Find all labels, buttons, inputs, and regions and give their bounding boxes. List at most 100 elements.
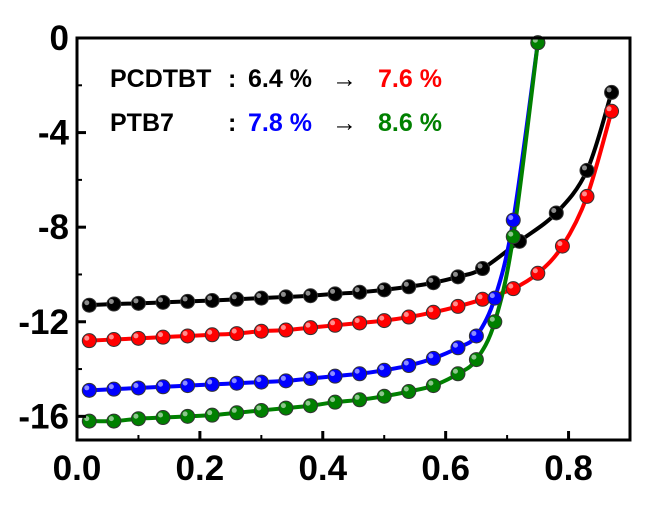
series-0-point-18-highlight bbox=[551, 207, 557, 213]
series-1-point-7 bbox=[253, 323, 269, 339]
series-0-point-12-highlight bbox=[379, 284, 385, 290]
series-0-point-0 bbox=[81, 297, 97, 313]
series-0-point-11 bbox=[352, 284, 368, 300]
y-tick-label-0: 0 bbox=[50, 19, 69, 58]
series-1-point-10 bbox=[327, 317, 343, 333]
series-1-point-21 bbox=[604, 103, 620, 119]
series-1-point-13-highlight bbox=[403, 312, 409, 318]
series-2-point-14 bbox=[425, 350, 441, 366]
series-0-point-19 bbox=[579, 162, 595, 178]
series-1-point-15-highlight bbox=[452, 301, 458, 307]
series-1-point-11-highlight bbox=[354, 317, 360, 323]
y-tick-label-4: -16 bbox=[18, 397, 69, 436]
series-1-point-19 bbox=[554, 238, 570, 254]
series-2-point-3-highlight bbox=[158, 381, 164, 387]
series-1-point-8 bbox=[278, 322, 294, 338]
series-3-point-4 bbox=[180, 408, 196, 424]
series-2-point-10 bbox=[327, 368, 343, 384]
y-tick-label-3: -12 bbox=[18, 303, 69, 342]
series-1-point-1-highlight bbox=[108, 334, 114, 340]
x-tick-label-4: 0.8 bbox=[544, 449, 593, 488]
series-1-point-12-highlight bbox=[379, 315, 385, 321]
series-1-point-8-highlight bbox=[280, 325, 286, 331]
series-1-point-9-highlight bbox=[305, 322, 311, 328]
series-2-point-11-highlight bbox=[354, 368, 360, 374]
series-3-point-8-highlight bbox=[280, 403, 286, 409]
series-0-point-6-highlight bbox=[231, 294, 237, 300]
series-0-point-8 bbox=[278, 289, 294, 305]
series-3-point-18-highlight bbox=[508, 231, 514, 237]
series-1-point-11 bbox=[352, 315, 368, 331]
series-0-point-20 bbox=[604, 84, 620, 100]
series-2-point-11 bbox=[352, 366, 368, 382]
x-tick-label-0: 0.0 bbox=[53, 449, 102, 488]
series-0-point-2 bbox=[130, 295, 146, 311]
series-2-point-8-highlight bbox=[280, 375, 286, 381]
series-3-point-6-highlight bbox=[231, 407, 237, 413]
series-2-point-15 bbox=[450, 340, 466, 356]
series-1-point-20 bbox=[579, 188, 595, 204]
series-1-point-17-highlight bbox=[508, 283, 514, 289]
series-3-point-3-highlight bbox=[158, 412, 164, 418]
series-0-point-7 bbox=[253, 290, 269, 306]
series-0-point-15 bbox=[450, 269, 466, 285]
series-1-point-2 bbox=[130, 330, 146, 346]
series-0-point-13-highlight bbox=[403, 281, 409, 287]
series-0-point-5 bbox=[204, 292, 220, 308]
series-3-point-6 bbox=[229, 405, 245, 421]
y-tick-label-2: -8 bbox=[38, 208, 69, 247]
efficiency-annotation: PCDTBT:6.4 % → 7.6 % PTB7:7.8 % → 8.6 % bbox=[110, 65, 442, 137]
annotation-1-part-3: → bbox=[332, 109, 357, 137]
x-tick-label-2: 0.4 bbox=[298, 449, 347, 488]
series-0-point-1-highlight bbox=[108, 299, 114, 305]
annotation-0-part-3: → bbox=[332, 65, 357, 93]
series-3-point-17 bbox=[487, 314, 503, 330]
series-2-point-9-highlight bbox=[305, 373, 311, 379]
plot-border bbox=[75, 36, 632, 442]
series-1-point-16-highlight bbox=[477, 294, 483, 300]
series-2-point-2 bbox=[130, 380, 146, 396]
series-3-point-11-highlight bbox=[354, 394, 360, 400]
series-0-point-3-highlight bbox=[158, 297, 164, 303]
series-curves bbox=[89, 42, 614, 424]
series-1-point-17 bbox=[505, 281, 521, 297]
annotation-0-part-4: 7.6 % bbox=[378, 65, 442, 93]
series-2-point-13-highlight bbox=[403, 360, 409, 366]
series-3-point-12-highlight bbox=[379, 391, 385, 397]
series-0-point-14 bbox=[425, 275, 441, 291]
series-1-point-3 bbox=[155, 329, 171, 345]
series-3-point-13 bbox=[401, 384, 417, 400]
series-1-point-12 bbox=[376, 313, 392, 329]
series-2-point-8 bbox=[278, 373, 294, 389]
series-3-point-13-highlight bbox=[403, 386, 409, 392]
annotation-1-part-4: 8.6 % bbox=[378, 109, 442, 137]
series-3-point-7-highlight bbox=[256, 405, 262, 411]
series-2-point-17-highlight bbox=[489, 293, 495, 299]
series-0-point-0-highlight bbox=[84, 300, 90, 306]
series-2-point-4-highlight bbox=[182, 380, 188, 386]
series-1-point-20-highlight bbox=[581, 191, 587, 197]
series-1-point-0 bbox=[81, 333, 97, 349]
series-3-point-12 bbox=[376, 388, 392, 404]
series-3-point-8 bbox=[278, 400, 294, 416]
series-2-point-9 bbox=[302, 371, 318, 387]
series-3-point-1-highlight bbox=[108, 416, 114, 422]
series-2-point-6 bbox=[229, 375, 245, 391]
series-3-point-7 bbox=[253, 402, 269, 418]
series-0-point-15-highlight bbox=[452, 271, 458, 277]
x-tick-label-1: 0.2 bbox=[176, 449, 225, 488]
series-2-point-12-highlight bbox=[379, 365, 385, 371]
series-1-point-4 bbox=[180, 328, 196, 344]
series-3-point-17-highlight bbox=[489, 316, 495, 322]
series-0-point-20-highlight bbox=[606, 87, 612, 93]
y-tick-label-1: -4 bbox=[38, 114, 70, 153]
series-0-point-5-highlight bbox=[207, 295, 213, 301]
series-2-point-7 bbox=[253, 374, 269, 390]
series-3-point-10 bbox=[327, 394, 343, 410]
series-0-point-10 bbox=[327, 286, 343, 302]
annotation-0-part-0: PCDTBT bbox=[110, 65, 211, 93]
series-3-point-1 bbox=[106, 413, 122, 429]
annotation-1-part-0: PTB7 bbox=[110, 109, 174, 137]
series-1-point-0-highlight bbox=[84, 335, 90, 341]
